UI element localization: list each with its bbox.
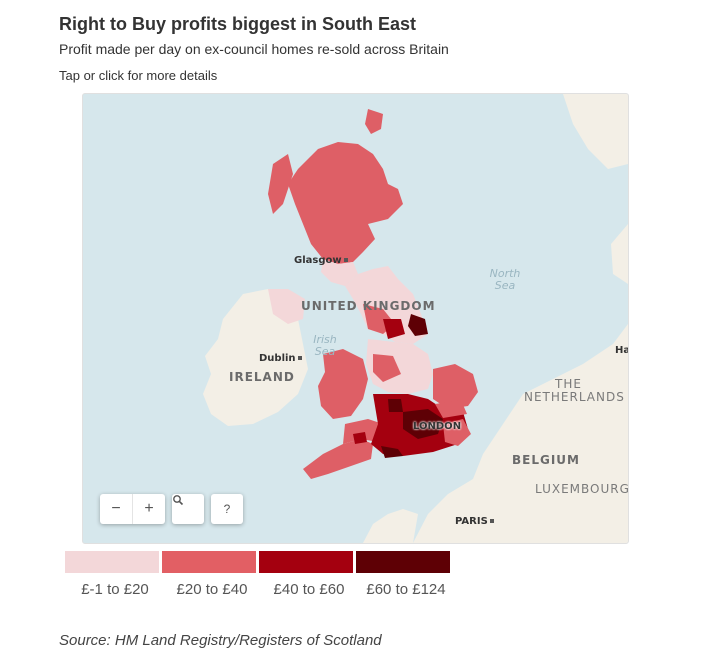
region-south-west — [303, 439, 373, 479]
region-east-anglia — [433, 364, 478, 409]
region-south-coast-dark — [381, 446, 403, 458]
label-north-sea-line1: North — [489, 267, 521, 280]
label-north-sea: North Sea — [485, 268, 525, 292]
legend-item: £60 to £124 — [356, 551, 450, 598]
label-north-sea-line2: Sea — [494, 279, 516, 292]
search-button[interactable] — [172, 494, 204, 524]
region-scotland — [288, 142, 403, 264]
label-glasgow-text: Glasgow — [294, 255, 342, 266]
map-view[interactable]: UNITED KINGDOM IRELAND THE NETHERLANDS B… — [82, 93, 629, 544]
label-irish-sea-line1: Irish — [313, 333, 337, 346]
legend-swatch — [259, 551, 353, 573]
region-oxford-dark — [388, 399, 403, 412]
label-luxembourg: LUXEMBOURG — [535, 482, 629, 496]
chart-title: Right to Buy profits biggest in South Ea… — [59, 14, 416, 34]
label-london: LONDON — [413, 421, 462, 432]
region-northern-ireland — [268, 289, 305, 324]
region-south-west-upper — [343, 419, 383, 444]
label-dublin: Dublin — [259, 353, 302, 364]
norway-land — [563, 94, 628, 169]
region-scotland-light — [321, 259, 358, 286]
region-bristol — [353, 432, 367, 444]
label-paris-text: PARIS — [455, 516, 488, 527]
legend-item: £20 to £40 — [162, 551, 256, 598]
legend-item: £40 to £60 — [259, 551, 353, 598]
region-essex — [435, 400, 467, 418]
ireland-land — [203, 289, 308, 426]
help-button[interactable]: ? — [223, 502, 231, 516]
legend-label: £20 to £40 — [176, 581, 248, 598]
legend-item: £-1 to £20 — [65, 551, 159, 598]
region-london-dark — [403, 409, 443, 439]
label-netherlands-line2: NETHERLANDS — [524, 390, 625, 404]
map-canvas — [203, 94, 628, 543]
region-hebrides — [268, 154, 293, 214]
zoom-out-button[interactable]: − — [111, 500, 121, 517]
label-netherlands-line1: THE — [555, 377, 582, 391]
label-glasgow: Glasgow — [294, 255, 348, 266]
continent-land — [413, 324, 628, 543]
denmark-land — [611, 224, 628, 284]
city-dot-icon — [297, 356, 302, 360]
label-irish-sea-line2: Sea — [314, 345, 336, 358]
label-belgium: BELGIUM — [512, 453, 580, 467]
help-control: ? — [211, 494, 243, 524]
region-leeds — [383, 319, 405, 339]
search-icon — [173, 495, 184, 506]
label-irish-sea: Irish Sea — [305, 334, 345, 358]
legend-label: £40 to £60 — [273, 581, 345, 598]
zoom-control: − + — [100, 494, 165, 524]
france-coast — [363, 509, 418, 543]
legend-swatch — [356, 551, 450, 573]
city-dot-icon — [343, 258, 348, 262]
legend-label: £-1 to £20 — [81, 581, 149, 598]
label-ha: Ha — [615, 345, 629, 356]
region-midlands-red — [373, 354, 401, 382]
legend-label: £60 to £124 — [366, 581, 446, 598]
legend-swatch — [65, 551, 159, 573]
label-paris: PARIS — [455, 516, 494, 527]
region-yorkshire-dark — [408, 314, 428, 336]
region-wales — [318, 349, 368, 419]
city-dot-icon — [489, 519, 494, 523]
region-kent — [443, 419, 471, 446]
chart-subtitle: Profit made per day on ex-council homes … — [59, 41, 449, 57]
legend-swatch — [162, 551, 256, 573]
zoom-in-button[interactable]: + — [132, 494, 165, 524]
label-dublin-text: Dublin — [259, 353, 296, 364]
source-note: Source: HM Land Registry/Registers of Sc… — [59, 632, 382, 649]
search-control — [172, 494, 204, 524]
label-ireland: IRELAND — [229, 370, 295, 384]
region-england-north — [345, 266, 428, 344]
region-orkney — [365, 109, 383, 134]
label-united-kingdom: UNITED KINGDOM — [301, 299, 436, 313]
interaction-hint: Tap or click for more details — [59, 68, 218, 83]
